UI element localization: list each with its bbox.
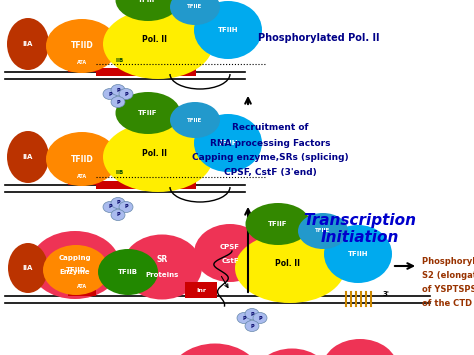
Text: Capping enzyme,SRs (splicing): Capping enzyme,SRs (splicing) [191, 153, 348, 163]
Ellipse shape [111, 209, 125, 220]
Text: P: P [116, 87, 120, 93]
Text: of YSPTSPS repeats: of YSPTSPS repeats [422, 285, 474, 295]
Text: P: P [250, 311, 254, 317]
Text: ATA: ATA [77, 60, 87, 66]
Ellipse shape [170, 0, 220, 25]
Ellipse shape [322, 339, 398, 355]
Ellipse shape [111, 197, 125, 208]
FancyBboxPatch shape [68, 54, 96, 72]
Text: Pol. II: Pol. II [143, 36, 167, 44]
Text: Initiation: Initiation [321, 230, 399, 246]
Text: TFIID: TFIID [66, 267, 86, 273]
Ellipse shape [30, 231, 120, 299]
Text: Phosphorylated Pol. II: Phosphorylated Pol. II [258, 33, 380, 43]
Text: IIA: IIA [23, 265, 33, 271]
Text: SR: SR [156, 256, 168, 264]
Ellipse shape [103, 202, 117, 213]
Ellipse shape [167, 344, 263, 355]
Text: IIB: IIB [116, 170, 124, 175]
Text: Proteins: Proteins [146, 272, 179, 278]
Text: TFIIH: TFIIH [218, 27, 238, 33]
Text: ATA: ATA [77, 174, 87, 179]
Ellipse shape [116, 0, 181, 21]
Text: TFIIF: TFIIF [138, 0, 158, 3]
Ellipse shape [116, 92, 181, 134]
Ellipse shape [7, 18, 49, 70]
Text: P: P [108, 92, 112, 97]
Text: CPSF: CPSF [220, 244, 240, 250]
Text: Recruitment of: Recruitment of [232, 124, 308, 132]
Text: P: P [242, 316, 246, 321]
Text: TFIIE: TFIIE [187, 118, 202, 122]
Text: P: P [116, 213, 120, 218]
Text: IIA: IIA [23, 41, 33, 47]
Text: RNA processing Factors: RNA processing Factors [210, 138, 330, 147]
FancyBboxPatch shape [68, 278, 96, 296]
Ellipse shape [235, 233, 345, 303]
Ellipse shape [43, 245, 109, 295]
Text: CPSF, CstF (3'end): CPSF, CstF (3'end) [224, 169, 316, 178]
Text: P: P [116, 201, 120, 206]
Text: TFIIB: TFIIB [118, 269, 138, 275]
Text: TFIIF: TFIIF [268, 221, 288, 227]
Ellipse shape [237, 312, 251, 323]
Ellipse shape [122, 235, 202, 300]
Text: 3': 3' [383, 291, 390, 297]
Text: Phosphorylation at: Phosphorylation at [422, 257, 474, 267]
Text: P: P [124, 204, 128, 209]
Ellipse shape [111, 84, 125, 95]
Text: TFIIH: TFIIH [348, 251, 368, 257]
Text: TFIID: TFIID [71, 154, 93, 164]
Ellipse shape [46, 19, 118, 73]
Ellipse shape [245, 321, 259, 332]
Ellipse shape [246, 203, 310, 245]
Text: TFIIE: TFIIE [315, 229, 331, 234]
Ellipse shape [98, 249, 158, 295]
Ellipse shape [46, 132, 118, 186]
Ellipse shape [252, 349, 332, 355]
Text: P: P [258, 316, 262, 321]
Ellipse shape [170, 102, 220, 138]
Ellipse shape [119, 88, 133, 99]
Text: ATA: ATA [77, 284, 87, 289]
FancyBboxPatch shape [96, 181, 196, 189]
Ellipse shape [111, 97, 125, 108]
Text: IIA: IIA [23, 154, 33, 160]
FancyBboxPatch shape [96, 68, 196, 76]
Text: Inr: Inr [196, 288, 206, 293]
FancyBboxPatch shape [185, 282, 217, 298]
Text: IIB: IIB [116, 58, 124, 62]
Text: S2 (elongation): S2 (elongation) [422, 272, 474, 280]
Ellipse shape [253, 312, 267, 323]
Text: TFIID: TFIID [71, 42, 93, 50]
Text: TFIIH: TFIIH [218, 140, 238, 146]
Ellipse shape [7, 131, 49, 183]
Text: Enzyme: Enzyme [60, 269, 91, 275]
Ellipse shape [119, 202, 133, 213]
Ellipse shape [194, 1, 262, 59]
Text: P: P [124, 92, 128, 97]
Ellipse shape [103, 122, 213, 192]
Text: CstF: CstF [221, 258, 239, 264]
Ellipse shape [103, 9, 213, 79]
Ellipse shape [298, 213, 348, 249]
Text: P: P [250, 323, 254, 328]
Text: TFIIF: TFIIF [138, 110, 158, 116]
Text: P: P [116, 99, 120, 104]
Text: Pol. II: Pol. II [143, 148, 167, 158]
Ellipse shape [194, 224, 266, 282]
Text: Transcription: Transcription [303, 213, 417, 228]
Text: Pol. II: Pol. II [275, 260, 301, 268]
Ellipse shape [103, 88, 117, 99]
Ellipse shape [324, 225, 392, 283]
Text: TFIIE: TFIIE [187, 5, 202, 10]
Ellipse shape [8, 243, 48, 293]
Text: of the CTD: of the CTD [422, 300, 472, 308]
Text: Capping: Capping [59, 255, 91, 261]
Text: P: P [108, 204, 112, 209]
Ellipse shape [194, 114, 262, 172]
Ellipse shape [245, 308, 259, 320]
FancyBboxPatch shape [68, 167, 96, 185]
